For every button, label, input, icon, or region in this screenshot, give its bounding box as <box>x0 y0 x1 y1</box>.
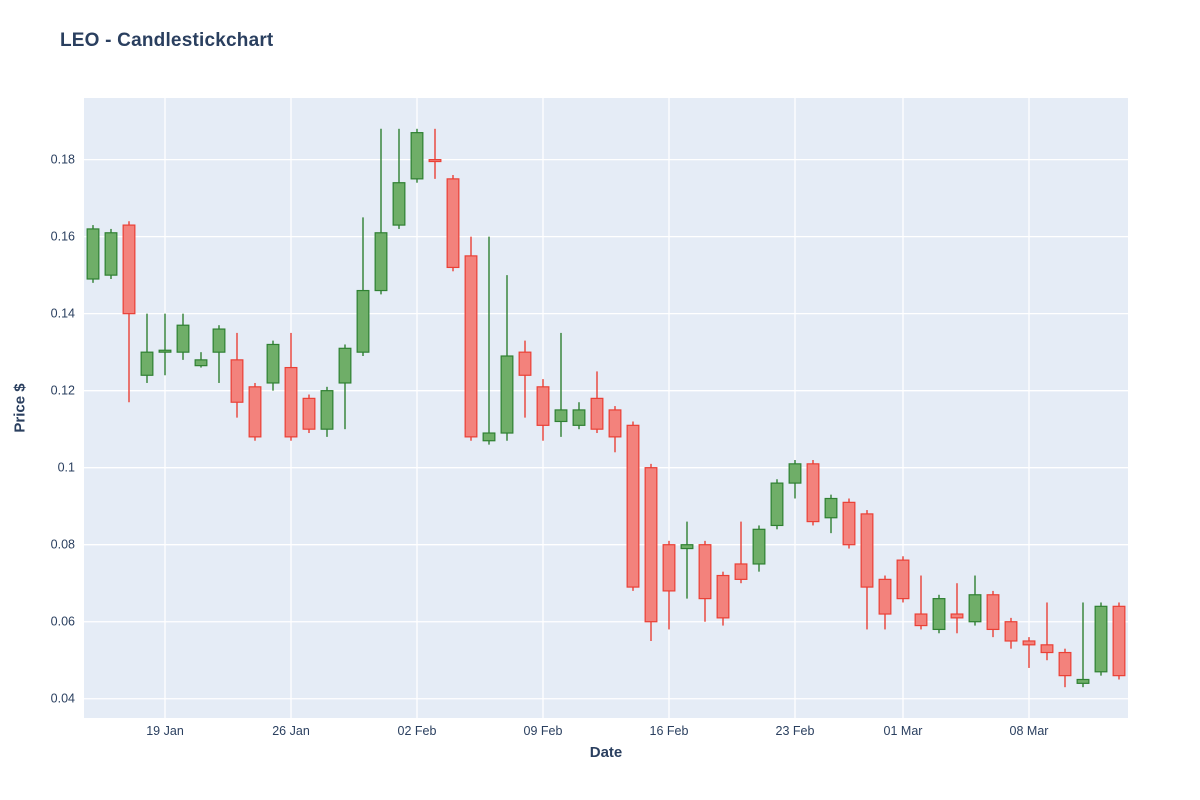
candle-27-jan[interactable] <box>302 394 316 434</box>
candle-02-mar[interactable] <box>914 575 928 630</box>
candle-23-jan[interactable] <box>230 332 244 418</box>
candle-10-mar[interactable] <box>1058 648 1072 688</box>
candle-15-jan[interactable] <box>86 225 100 283</box>
x-tick-label: 02 Feb <box>398 724 437 738</box>
candle-12-feb[interactable] <box>590 371 604 434</box>
candle-13-feb[interactable] <box>608 406 622 453</box>
candle-17-jan[interactable] <box>122 221 136 403</box>
candle-30-jan[interactable] <box>356 217 370 357</box>
candle-01-mar[interactable] <box>896 556 910 603</box>
candle-19-feb[interactable] <box>716 571 730 626</box>
y-tick-label: 0.16 <box>51 230 75 244</box>
y-tick-label: 0.14 <box>51 307 75 321</box>
candle-25-feb[interactable] <box>824 494 838 534</box>
candle-16-feb[interactable] <box>662 540 676 630</box>
candle-29-jan[interactable] <box>338 344 352 430</box>
x-tick-label: 01 Mar <box>884 724 923 738</box>
candle-16-jan[interactable] <box>104 228 118 279</box>
candle-06-mar[interactable] <box>986 590 1000 638</box>
candle-01-feb[interactable] <box>392 128 406 229</box>
candle-24-feb[interactable] <box>806 459 820 526</box>
candle-20-feb[interactable] <box>734 521 748 584</box>
candle-25-jan[interactable] <box>266 340 280 391</box>
candle-07-feb[interactable] <box>500 275 514 441</box>
candle-26-jan[interactable] <box>284 332 298 441</box>
x-tick-label: 19 Jan <box>146 724 184 738</box>
candle-05-feb[interactable] <box>464 236 478 441</box>
candle-22-jan[interactable] <box>212 325 226 383</box>
y-tick-label: 0.1 <box>58 461 75 475</box>
candle-05-mar[interactable] <box>968 575 982 626</box>
y-tick-label: 0.06 <box>51 615 75 629</box>
chart-title: LEO - Candlestickchart <box>60 30 274 51</box>
y-tick-label: 0.08 <box>51 538 75 552</box>
y-axis-title: Price $ <box>11 383 29 433</box>
y-tick-label: 0.04 <box>51 692 75 706</box>
candle-17-feb[interactable] <box>680 521 694 599</box>
candle-10-feb[interactable] <box>554 332 568 437</box>
candle-08-feb[interactable] <box>518 340 532 418</box>
candle-12-mar[interactable] <box>1094 602 1108 676</box>
candle-13-mar[interactable] <box>1112 602 1126 680</box>
candle-07-mar[interactable] <box>1004 617 1018 649</box>
x-tick-label: 26 Jan <box>272 724 310 738</box>
candle-11-feb[interactable] <box>572 402 586 430</box>
x-tick-label: 08 Mar <box>1010 724 1049 738</box>
candle-21-jan[interactable] <box>194 352 208 368</box>
candle-23-feb[interactable] <box>788 459 802 499</box>
candle-09-mar[interactable] <box>1040 602 1054 661</box>
candle-15-feb[interactable] <box>644 463 658 641</box>
candle-22-feb[interactable] <box>770 479 784 530</box>
candle-28-feb[interactable] <box>878 575 892 630</box>
candle-26-feb[interactable] <box>842 498 856 549</box>
x-tick-label: 23 Feb <box>776 724 815 738</box>
candle-14-feb[interactable] <box>626 421 640 591</box>
candle-04-feb[interactable] <box>446 175 460 272</box>
x-tick-label: 16 Feb <box>650 724 689 738</box>
candle-19-jan[interactable] <box>158 313 172 376</box>
candle-24-jan[interactable] <box>248 382 262 441</box>
candle-11-mar[interactable] <box>1076 602 1090 688</box>
candle-20-jan[interactable] <box>176 313 190 360</box>
candle-18-feb[interactable] <box>698 540 712 622</box>
candle-21-feb[interactable] <box>752 525 766 572</box>
candle-04-mar[interactable] <box>950 583 964 634</box>
candle-06-feb[interactable] <box>482 236 496 445</box>
x-axis-title: Date <box>589 744 623 761</box>
candle-31-jan[interactable] <box>374 128 388 295</box>
candle-27-feb[interactable] <box>860 510 874 630</box>
candle-09-feb[interactable] <box>536 379 550 441</box>
candle-03-feb[interactable] <box>428 128 442 179</box>
candle-28-jan[interactable] <box>320 386 334 437</box>
plot-area[interactable] <box>84 98 1128 718</box>
candle-03-mar[interactable] <box>932 594 946 634</box>
y-tick-label: 0.18 <box>51 153 75 167</box>
candle-18-jan[interactable] <box>140 313 154 383</box>
x-tick-label: 09 Feb <box>524 724 563 738</box>
candle-02-feb[interactable] <box>410 128 424 183</box>
y-tick-label: 0.12 <box>51 384 75 398</box>
candle-08-mar[interactable] <box>1022 637 1036 668</box>
